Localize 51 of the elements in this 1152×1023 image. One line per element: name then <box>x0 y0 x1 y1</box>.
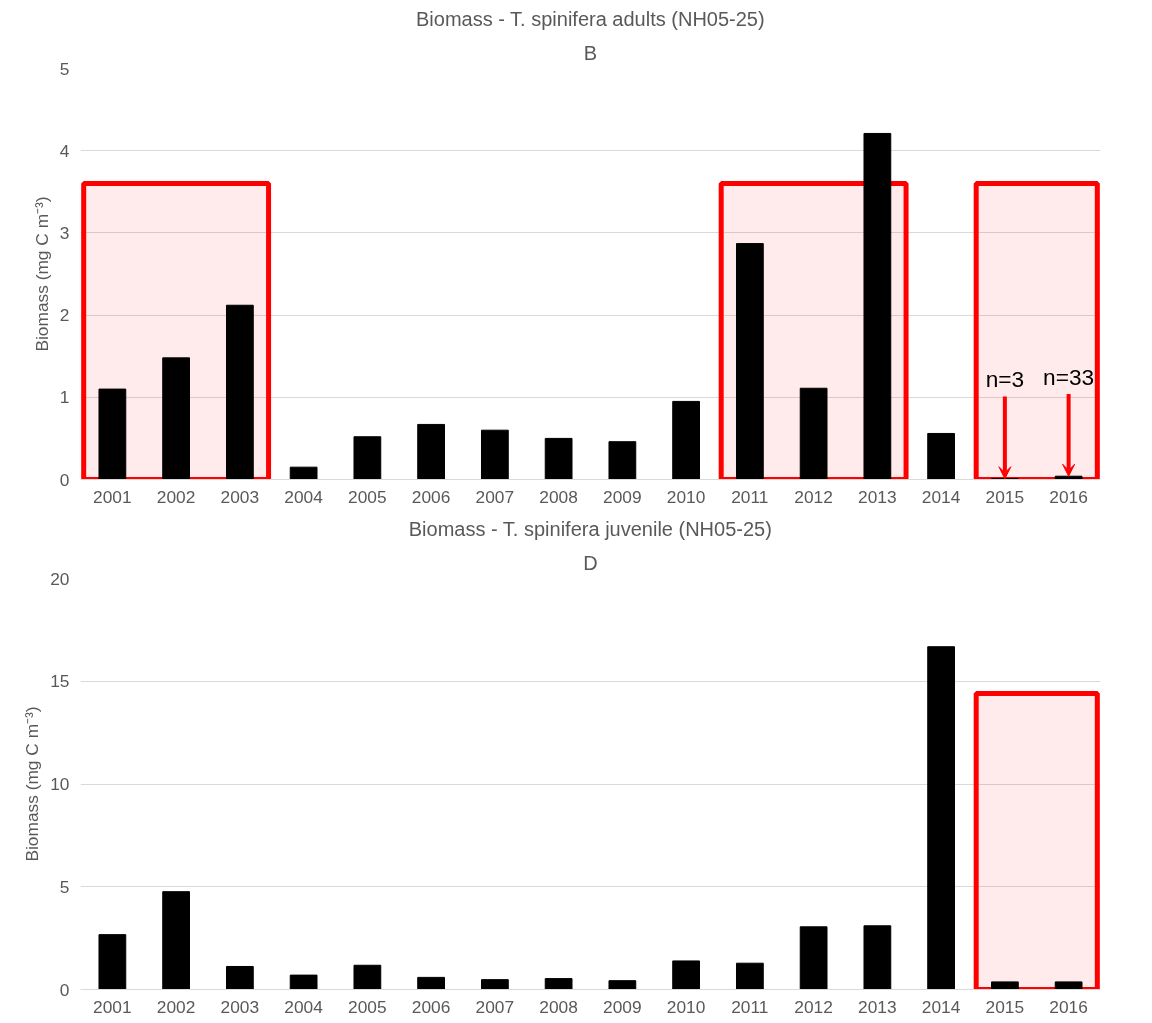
y-axis-title: Biomass (mg C m⁻³) <box>22 706 43 862</box>
x-tick-label: 2007 <box>475 486 515 507</box>
x-tick-label: 2010 <box>666 996 706 1017</box>
y-tick-label: 2 <box>59 305 70 326</box>
x-tick-label: 2016 <box>1049 486 1088 507</box>
y-tick-label: 0 <box>59 469 70 490</box>
x-tick-label: 2008 <box>539 996 578 1017</box>
x-tick-label: 2012 <box>794 996 833 1017</box>
x-tick-label: 2001 <box>93 486 132 507</box>
y-tick-label: 4 <box>59 140 70 161</box>
y-tick-label: 0 <box>59 979 70 1000</box>
x-tick-label: 2014 <box>921 996 961 1017</box>
x-tick-label: 2006 <box>411 486 451 507</box>
x-tick-label: 2014 <box>921 486 961 507</box>
x-tick-label: 2006 <box>411 996 451 1017</box>
x-tick-label: 2011 <box>731 996 769 1017</box>
y-tick-label: 10 <box>50 774 70 794</box>
x-tick-label: 2013 <box>858 996 897 1017</box>
x-tick-label: 2011 <box>731 486 769 507</box>
x-tick-label: 2010 <box>666 486 706 507</box>
x-tick-label: 2002 <box>156 486 196 507</box>
y-tick-label: 3 <box>59 222 70 243</box>
x-tick-label: 2005 <box>348 486 387 507</box>
x-tick-label: 2009 <box>603 996 642 1017</box>
text: B <box>583 41 598 64</box>
chart-title: Biomass - T. spinifera adults (NH05-25) <box>415 7 765 30</box>
y-axis-title: Biomass (mg C m⁻³) <box>31 196 52 352</box>
text: D <box>583 551 598 574</box>
x-tick-label: 2012 <box>794 486 833 507</box>
y-tick-label: 15 <box>50 671 70 692</box>
y-tick-label: 1 <box>59 387 70 408</box>
annotation: n=33 <box>1043 364 1095 391</box>
x-tick-label: 2001 <box>93 996 132 1017</box>
x-tick-label: 2007 <box>475 996 515 1017</box>
y-tick-label: 5 <box>59 876 70 897</box>
x-tick-label: 2004 <box>284 996 324 1017</box>
x-tick-label: 2015 <box>985 486 1025 507</box>
y-tick-label: 20 <box>50 568 70 589</box>
chart-title: Biomass - T. spinifera juvenile (NH05-25) <box>408 517 772 540</box>
x-tick-label: 2008 <box>539 486 578 507</box>
x-tick-label: 2003 <box>220 996 260 1017</box>
y-tick-label: 5 <box>59 58 70 79</box>
x-tick-label: 2016 <box>1049 996 1088 1017</box>
x-tick-label: 2015 <box>985 996 1025 1017</box>
x-tick-label: 2005 <box>348 996 387 1017</box>
x-tick-label: 2003 <box>220 486 260 507</box>
x-tick-label: 2009 <box>603 486 642 507</box>
x-tick-label: 2013 <box>858 486 897 507</box>
annotation: n=3 <box>985 366 1025 393</box>
x-tick-label: 2002 <box>156 996 196 1017</box>
x-tick-label: 2004 <box>284 486 324 507</box>
